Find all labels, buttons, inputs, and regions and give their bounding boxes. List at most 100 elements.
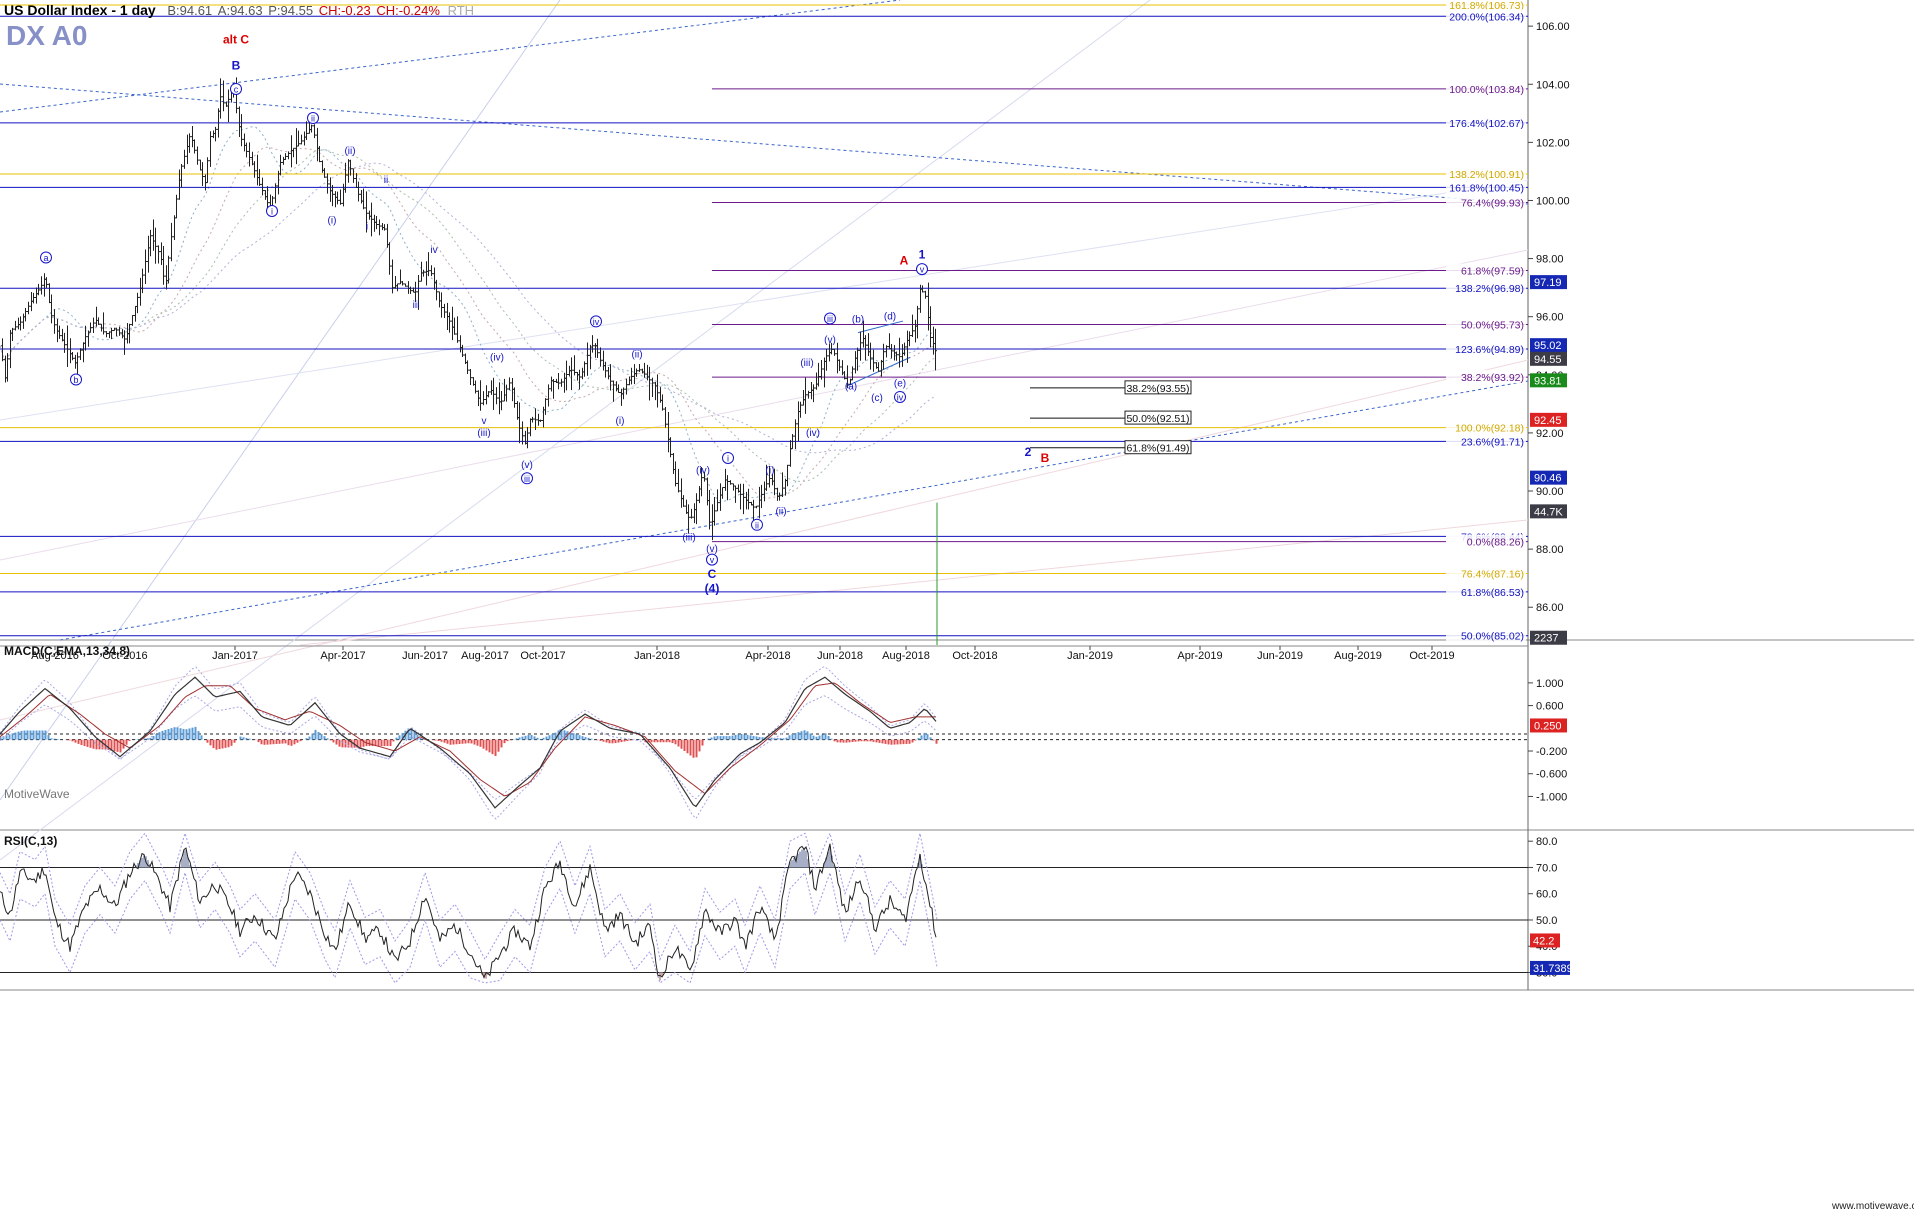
wave-label: v bbox=[920, 265, 925, 275]
wave-label: (v) bbox=[824, 335, 836, 346]
fib-level-label-3: 176.4%(102.67) bbox=[1449, 118, 1524, 130]
price-axis-label-10: 86.00 bbox=[1536, 602, 1564, 614]
fib-level-label-19: 76.4%(87.16) bbox=[1461, 569, 1524, 581]
symbol-watermark: DX A0 bbox=[6, 20, 88, 51]
fib-level-label-16: 61.8%(91.49) bbox=[1126, 443, 1189, 455]
wave-label-circle bbox=[894, 390, 906, 403]
time-axis-label-16: Oct-2019 bbox=[1409, 650, 1454, 662]
rsi-band-upper bbox=[0, 831, 938, 962]
time-axis-label-10: Aug-2018 bbox=[882, 650, 930, 662]
wave-label: (4) bbox=[705, 582, 720, 596]
price-axis-label-1: 104.00 bbox=[1536, 79, 1570, 91]
fib-level-label-bg-0 bbox=[1446, 0, 1526, 11]
footer-url: www.motivewave.com bbox=[1832, 1201, 1914, 1212]
wave-label: iv bbox=[593, 317, 600, 327]
fib-level-label-7: 61.8%(97.59) bbox=[1461, 265, 1524, 277]
wave-label: v bbox=[710, 555, 715, 565]
fib-level-label-bg-18 bbox=[1446, 534, 1526, 548]
price-axis-label-3: 100.00 bbox=[1536, 195, 1570, 207]
wave-label: (v) bbox=[521, 460, 533, 471]
time-axis-label-3: Apr-2017 bbox=[320, 650, 365, 662]
fib-level-label-bg-20 bbox=[1446, 584, 1526, 598]
rsi-line bbox=[0, 843, 937, 979]
price-tag-bg-6 bbox=[1530, 504, 1567, 519]
price-axis-label-2: 102.00 bbox=[1536, 137, 1570, 149]
fib-level-label-bg-3 bbox=[1446, 115, 1526, 129]
price-tag-label-4: 92.45 bbox=[1534, 415, 1562, 427]
time-axis-label-2: Jan-2017 bbox=[212, 650, 258, 662]
time-axis-label-14: Jun-2019 bbox=[1257, 650, 1303, 662]
wave-label: (c) bbox=[871, 393, 883, 404]
wave-label-circle bbox=[706, 553, 718, 566]
wave-label: C bbox=[708, 567, 717, 581]
rsi-value-tag-1: 31.7389 bbox=[1533, 963, 1573, 975]
wave-label-circle bbox=[307, 112, 319, 125]
macd-axis-label-1: 0.600 bbox=[1536, 701, 1564, 713]
background-trendline-2 bbox=[0, 249, 1529, 561]
macd-axis-label-0: 1.000 bbox=[1536, 678, 1564, 690]
fib-level-box-12 bbox=[1124, 380, 1192, 395]
time-axis-label-6: Oct-2017 bbox=[520, 650, 565, 662]
background-trendline-4 bbox=[0, 179, 1529, 421]
fib-level-label-bg-15 bbox=[1446, 434, 1526, 448]
price-panel[interactable] bbox=[0, 0, 1529, 861]
price-tag-label-1: 95.02 bbox=[1534, 340, 1562, 352]
wave-label: (ii) bbox=[631, 349, 642, 360]
time-axis-label-0: Aug-2016 bbox=[31, 650, 79, 662]
moving-average-2 bbox=[0, 149, 937, 482]
wave-label: A bbox=[900, 253, 909, 267]
macd-panel[interactable] bbox=[0, 666, 1528, 820]
rsi-axis-label-2: 60.0 bbox=[1536, 889, 1557, 901]
price-axis-label-8: 90.00 bbox=[1536, 486, 1564, 498]
macd-band-upper bbox=[0, 666, 937, 820]
wave-label: iv bbox=[897, 392, 904, 402]
fib-level-label-bg-8 bbox=[1446, 281, 1526, 295]
wave-label: (ii) bbox=[775, 506, 786, 517]
macd-line bbox=[0, 676, 937, 809]
price-axis-label-9: 88.00 bbox=[1536, 544, 1564, 556]
price-tag-label-6: 44.7K bbox=[1534, 506, 1563, 518]
rsi-panel[interactable] bbox=[0, 831, 1528, 984]
time-axis-label-15: Aug-2019 bbox=[1334, 650, 1382, 662]
time-axis-label-5: Aug-2017 bbox=[461, 650, 509, 662]
fib-level-box-16 bbox=[1124, 440, 1192, 455]
price-tag-label-3: 93.81 bbox=[1534, 375, 1562, 387]
time-axis-label-7: Jan-2018 bbox=[634, 650, 680, 662]
rsi-axis-label-0: 80.0 bbox=[1536, 836, 1557, 848]
price-tag-bg-3 bbox=[1530, 373, 1567, 388]
rsi-axis-label-3: 50.0 bbox=[1536, 915, 1557, 927]
wave-label: B bbox=[1041, 451, 1050, 465]
wave-label: iv bbox=[430, 245, 437, 256]
wave-label: i bbox=[727, 453, 729, 463]
rsi-axis-label-1: 70.0 bbox=[1536, 862, 1557, 874]
price-axes: 106.00104.00102.00100.0098.0096.0094.009… bbox=[0, 21, 1573, 979]
background-trendline-5 bbox=[299, 519, 1529, 646]
wave-label: iii bbox=[524, 474, 530, 484]
time-axis-label-11: Oct-2018 bbox=[952, 650, 997, 662]
wave-label-circle bbox=[230, 82, 242, 95]
macd-value-tag-bg bbox=[1530, 718, 1567, 733]
chart-header: US Dollar Index - 1 day B:94.61 A:94.63 … bbox=[4, 2, 474, 18]
wave-label: 1 bbox=[919, 248, 926, 262]
wave-label: (e) bbox=[894, 378, 906, 389]
wave-label: a bbox=[43, 253, 48, 263]
fib-level-box-13 bbox=[1124, 410, 1192, 425]
fib-level-label-9: 50.0%(95.73) bbox=[1461, 320, 1524, 332]
time-axis-label-8: Apr-2018 bbox=[745, 650, 790, 662]
fib-level-label-bg-14 bbox=[1446, 420, 1526, 434]
wave-label: c bbox=[234, 84, 239, 94]
fib-level-label-4: 138.2%(100.91) bbox=[1449, 169, 1524, 181]
triangle-upper-line bbox=[857, 320, 904, 334]
rsi-band-lower bbox=[0, 870, 938, 984]
wave-label: 2 bbox=[1025, 445, 1032, 459]
brand-watermark: MotiveWave bbox=[4, 787, 70, 801]
fib-level-label-bg-21 bbox=[1446, 628, 1526, 642]
background-trendline-1 bbox=[0, 0, 1151, 861]
wave-label: alt C bbox=[223, 33, 249, 47]
fib-level-label-2: 100.0%(103.84) bbox=[1449, 84, 1524, 96]
wave-label: iii bbox=[827, 314, 833, 324]
wave-label: b bbox=[73, 375, 78, 385]
ask-value: A:94.63 bbox=[217, 3, 263, 18]
